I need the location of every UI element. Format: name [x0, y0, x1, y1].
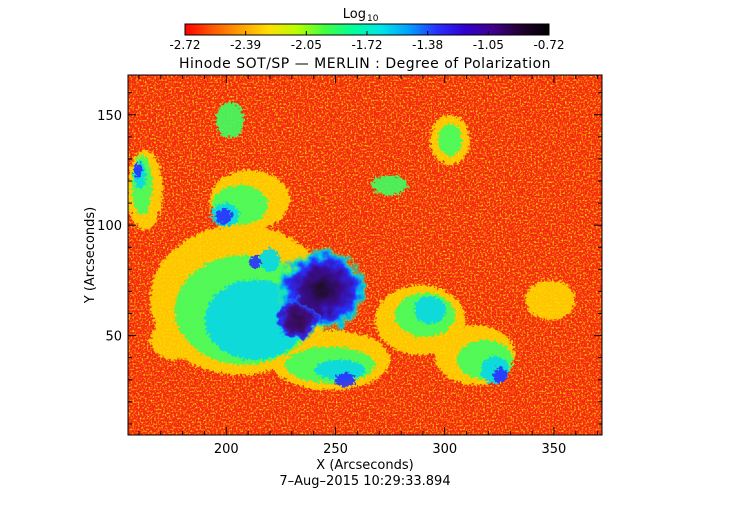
sunspots — [275, 248, 368, 340]
plot-frame — [127, 74, 603, 436]
y-tick-label: 50 — [105, 330, 122, 345]
x-axis: 200 250 300 350 — [138, 75, 599, 457]
colorbar-tick-label: -2.39 — [230, 38, 261, 52]
colorbar: Log 10 -2.72 -2.39 -2.05 -1.72 -1.38 -1.05 -0.… — [169, 7, 564, 52]
y-axis: 50 100 150 — [97, 92, 602, 425]
x-tick-label: 250 — [323, 442, 348, 457]
colorbar-tick-label: -1.05 — [473, 38, 504, 52]
colorbar-tick-label: -0.72 — [533, 38, 564, 52]
y-tick-label: 150 — [97, 109, 122, 124]
y-axis-label: Y (Arcseconds) — [83, 207, 98, 304]
polarization-map — [128, 75, 602, 435]
x-tick-label: 350 — [542, 442, 567, 457]
x-tick-label: 300 — [432, 442, 457, 457]
timestamp: 7–Aug–2015 10:29:33.894 — [279, 474, 450, 489]
colorbar-tick-label: -2.05 — [291, 38, 322, 52]
colorbar-tick-label: -1.38 — [412, 38, 443, 52]
colorbar-label-subscript: 10 — [367, 14, 379, 24]
x-tick-label: 200 — [214, 442, 239, 457]
colorbar-tick-label: -1.72 — [351, 38, 382, 52]
plot-title: Hinode SOT/SP — MERLIN : Degree of Polar… — [179, 56, 551, 72]
colorbar-label: Log — [343, 7, 366, 22]
sunspot-secondary — [275, 300, 319, 340]
colorbar-tick-label: -2.72 — [169, 38, 200, 52]
y-tick-label: 100 — [97, 219, 122, 234]
plage-network — [128, 102, 575, 390]
x-axis-label: X (Arcseconds) — [316, 458, 413, 473]
colorbar-ticks: -2.72 -2.39 -2.05 -1.72 -1.38 -1.05 -0.72 — [169, 31, 565, 52]
